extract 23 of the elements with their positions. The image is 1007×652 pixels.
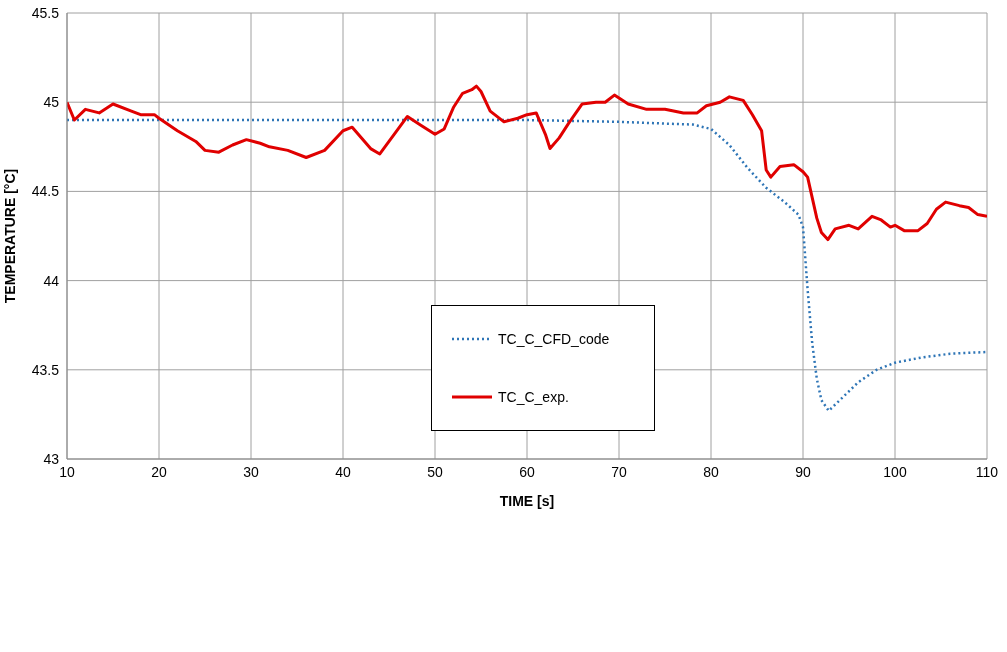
legend-label: TC_C_exp. [498,389,569,405]
x-tick-label: 80 [703,463,719,480]
x-tick-label: 20 [151,463,167,480]
y-tick-label: 45 [43,94,60,111]
y-tick-label: 45.5 [31,4,60,21]
x-tick-label: 40 [335,463,351,480]
x-tick-label: 50 [427,463,443,480]
line-series [67,84,987,242]
y-tick-label: 43.5 [31,361,60,378]
line-series [67,118,987,413]
legend-label: TC_C_CFD_code [498,331,610,347]
x-tick-label: 90 [795,463,811,480]
x-tick-label: 70 [611,463,627,480]
x-tick-label: 110 [975,463,999,480]
x-tick-label: 30 [243,463,259,480]
y-tick-label: 43 [43,450,60,467]
x-tick-label: 60 [519,463,535,480]
x-axis-title: TIME [s] [499,493,555,509]
x-tick-label: 10 [59,463,75,480]
y-axis-title: TEMPERATURE [°C] [1,168,18,304]
y-tick-label: 44.5 [31,183,60,200]
y-tick-label: 44 [43,272,60,289]
x-tick-label: 100 [883,463,907,480]
